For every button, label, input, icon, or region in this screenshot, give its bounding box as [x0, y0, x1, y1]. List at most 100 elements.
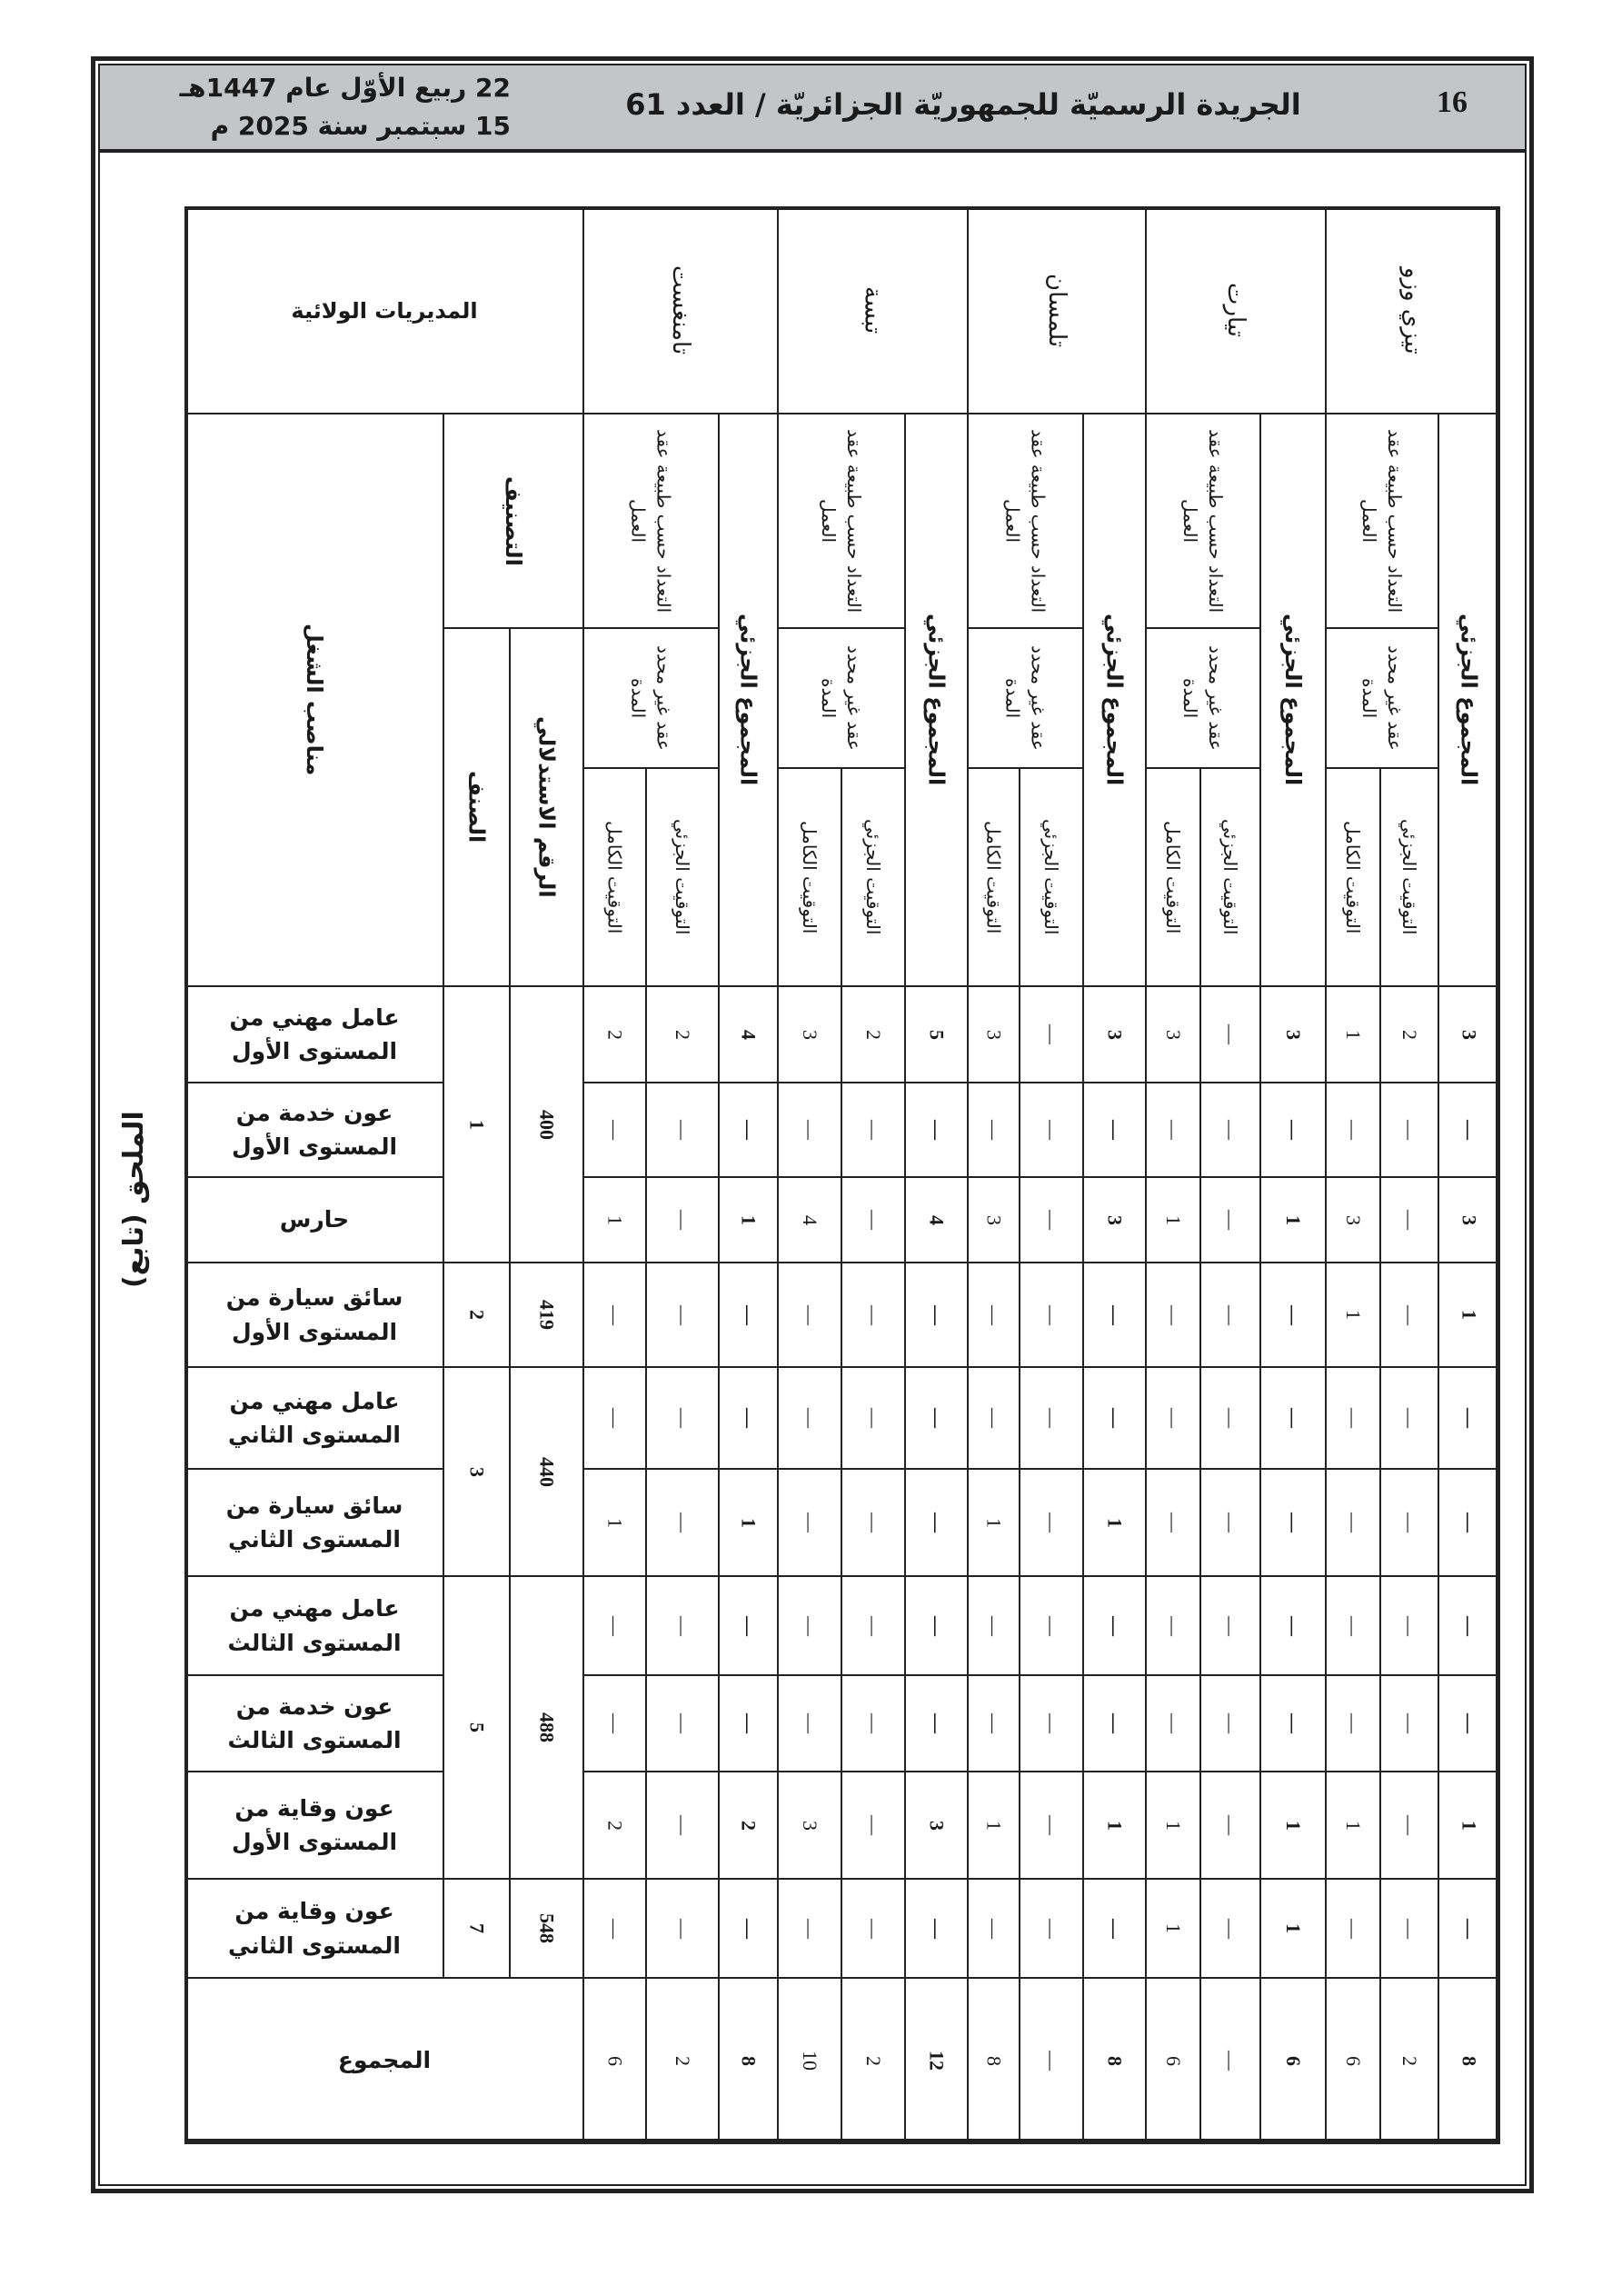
job-name-text: سائق سيارة من المستوى الثاني	[225, 1492, 403, 1553]
wilaya-header: تيارت	[1145, 206, 1327, 414]
job-name: حارس	[184, 1176, 444, 1263]
subtotal-header-text: المجموع الجزئي	[1101, 614, 1128, 786]
table-cell-text: 1	[1282, 1923, 1305, 1933]
table-cell-text: 3	[799, 1820, 821, 1831]
table-cell-text: 5	[925, 1029, 949, 1040]
table-cell-text: —	[1103, 1120, 1127, 1140]
table-cell: —	[1145, 1366, 1201, 1470]
table-cell-text: —	[1342, 1512, 1365, 1532]
table-cell-text: —	[603, 1615, 627, 1636]
table-cell: —	[1379, 1674, 1439, 1772]
full-time-header-text: التوقيت الكامل	[982, 820, 1005, 934]
count-by-header-text: التعداد حسب طبيعة عقد العمل	[627, 428, 675, 614]
table-cell: —	[1325, 1366, 1381, 1470]
total-cell: 10	[777, 1977, 842, 2144]
table-cell-text: 2	[862, 1029, 885, 1040]
wilaya-header: تامنغست	[582, 206, 779, 414]
wilaya-header-text: تيارت	[1222, 283, 1249, 338]
table-cell: —	[841, 1878, 906, 1979]
table-cell-text: —	[1162, 1304, 1185, 1325]
subtotal-header: المجموع الجزئي	[904, 413, 969, 987]
table-cell-text: —	[1040, 1512, 1063, 1532]
contract-header: عقد غير محدد المدة	[777, 627, 906, 769]
table-cell: 1	[1259, 1878, 1327, 1979]
part-time-header: التوقيت الجزئي	[645, 767, 720, 987]
category-cell: 2	[443, 1262, 511, 1368]
table-cell: —	[777, 1575, 842, 1676]
table-cell-text: —	[1040, 1615, 1063, 1636]
table-cell: —	[1379, 1771, 1439, 1880]
table-cell: 1	[967, 1468, 1020, 1577]
table-cell-text: —	[982, 1304, 1006, 1325]
table-cell: —	[904, 1468, 969, 1577]
table-cell-text: 4	[799, 1214, 821, 1225]
total-cell: 2	[841, 1977, 906, 2144]
table-cell-text: —	[672, 1713, 694, 1733]
contract-header-text: عقد غير محدد المدة	[1358, 645, 1406, 751]
total-cell: —	[1019, 1977, 1084, 2144]
contract-header: عقد غير محدد المدة	[967, 627, 1084, 769]
table-cell: 3	[1082, 1176, 1147, 1263]
table-cell-text: 1	[1103, 1517, 1127, 1528]
table-cell-text: —	[1219, 1210, 1242, 1230]
table-cell: —	[1019, 1575, 1084, 1676]
table-cell-text: —	[925, 1408, 949, 1428]
table-cell-text: —	[1282, 1120, 1305, 1140]
table-cell-text: 1	[1342, 1029, 1365, 1040]
table-cell-text: —	[799, 1713, 821, 1733]
table-cell-text: —	[862, 1713, 885, 1733]
table-cell: 1	[1325, 1771, 1381, 1880]
table-cell-text: —	[672, 1615, 694, 1636]
table-cell: —	[841, 1082, 906, 1178]
table-cell-text: —	[1458, 1615, 1481, 1636]
table-cell: —	[1082, 1082, 1147, 1178]
total-cell-text: —	[1040, 2051, 1063, 2071]
table-cell-text: —	[603, 1918, 627, 1939]
table-cell: —	[1438, 1082, 1500, 1178]
table-cell-text: 3	[1458, 1029, 1481, 1040]
table-cell-text: —	[862, 1304, 885, 1325]
table-cell: —	[1082, 1878, 1147, 1979]
table-cell: —	[1082, 1674, 1147, 1772]
total-cell-text: 6	[603, 2055, 627, 2066]
total-cell: 6	[582, 1977, 647, 2144]
table-cell: —	[777, 1468, 842, 1577]
table-cell: —	[841, 1366, 906, 1470]
category-header: الصنف	[443, 627, 511, 987]
table-cell: —	[582, 1575, 647, 1676]
table-cell-text: —	[799, 1615, 821, 1636]
part-time-header-text: التوقيت الجزئي	[1040, 819, 1062, 935]
table-cell-text: —	[1342, 1713, 1365, 1733]
total-label: المجموع	[184, 1977, 584, 2144]
total-cell-text: 2	[862, 2055, 885, 2066]
table-cell: —	[967, 1262, 1020, 1368]
table-cell: —	[841, 1468, 906, 1577]
table-cell: 1	[1145, 1878, 1201, 1979]
category-cell-text: 1	[465, 1119, 489, 1130]
table-cell: —	[1199, 985, 1261, 1083]
table-cell: —	[1082, 1575, 1147, 1676]
table-cell: —	[841, 1575, 906, 1676]
table-cell: —	[1259, 1468, 1327, 1577]
part-time-header-text: التوقيت الجزئي	[672, 819, 693, 935]
table-cell-text: —	[799, 1120, 821, 1140]
table-cell-text: —	[737, 1918, 761, 1939]
table-cell-text: —	[1162, 1615, 1185, 1636]
subtotal-header-text: المجموع الجزئي	[923, 614, 950, 786]
table-cell-text: —	[982, 1615, 1006, 1636]
table-cell-text: —	[1342, 1408, 1365, 1428]
table-cell-text: —	[1282, 1304, 1305, 1325]
table-cell-text: —	[862, 1918, 885, 1939]
table-cell-text: —	[1342, 1615, 1365, 1636]
table-cell-text: —	[737, 1615, 761, 1636]
table-cell: 2	[841, 985, 906, 1083]
table-cell: —	[645, 1082, 720, 1178]
table-cell-text: 3	[799, 1029, 821, 1040]
job-name-text: عون وقاية من المستوى الثاني	[228, 1898, 401, 1959]
table-cell-text: 2	[603, 1820, 627, 1831]
table-cell: 1	[1325, 1262, 1381, 1368]
wilaya-header: تلمسان	[967, 206, 1147, 414]
full-time-header: التوقيت الكامل	[777, 767, 842, 987]
table-cell: 3	[967, 985, 1020, 1083]
page-frame	[91, 56, 1534, 2193]
